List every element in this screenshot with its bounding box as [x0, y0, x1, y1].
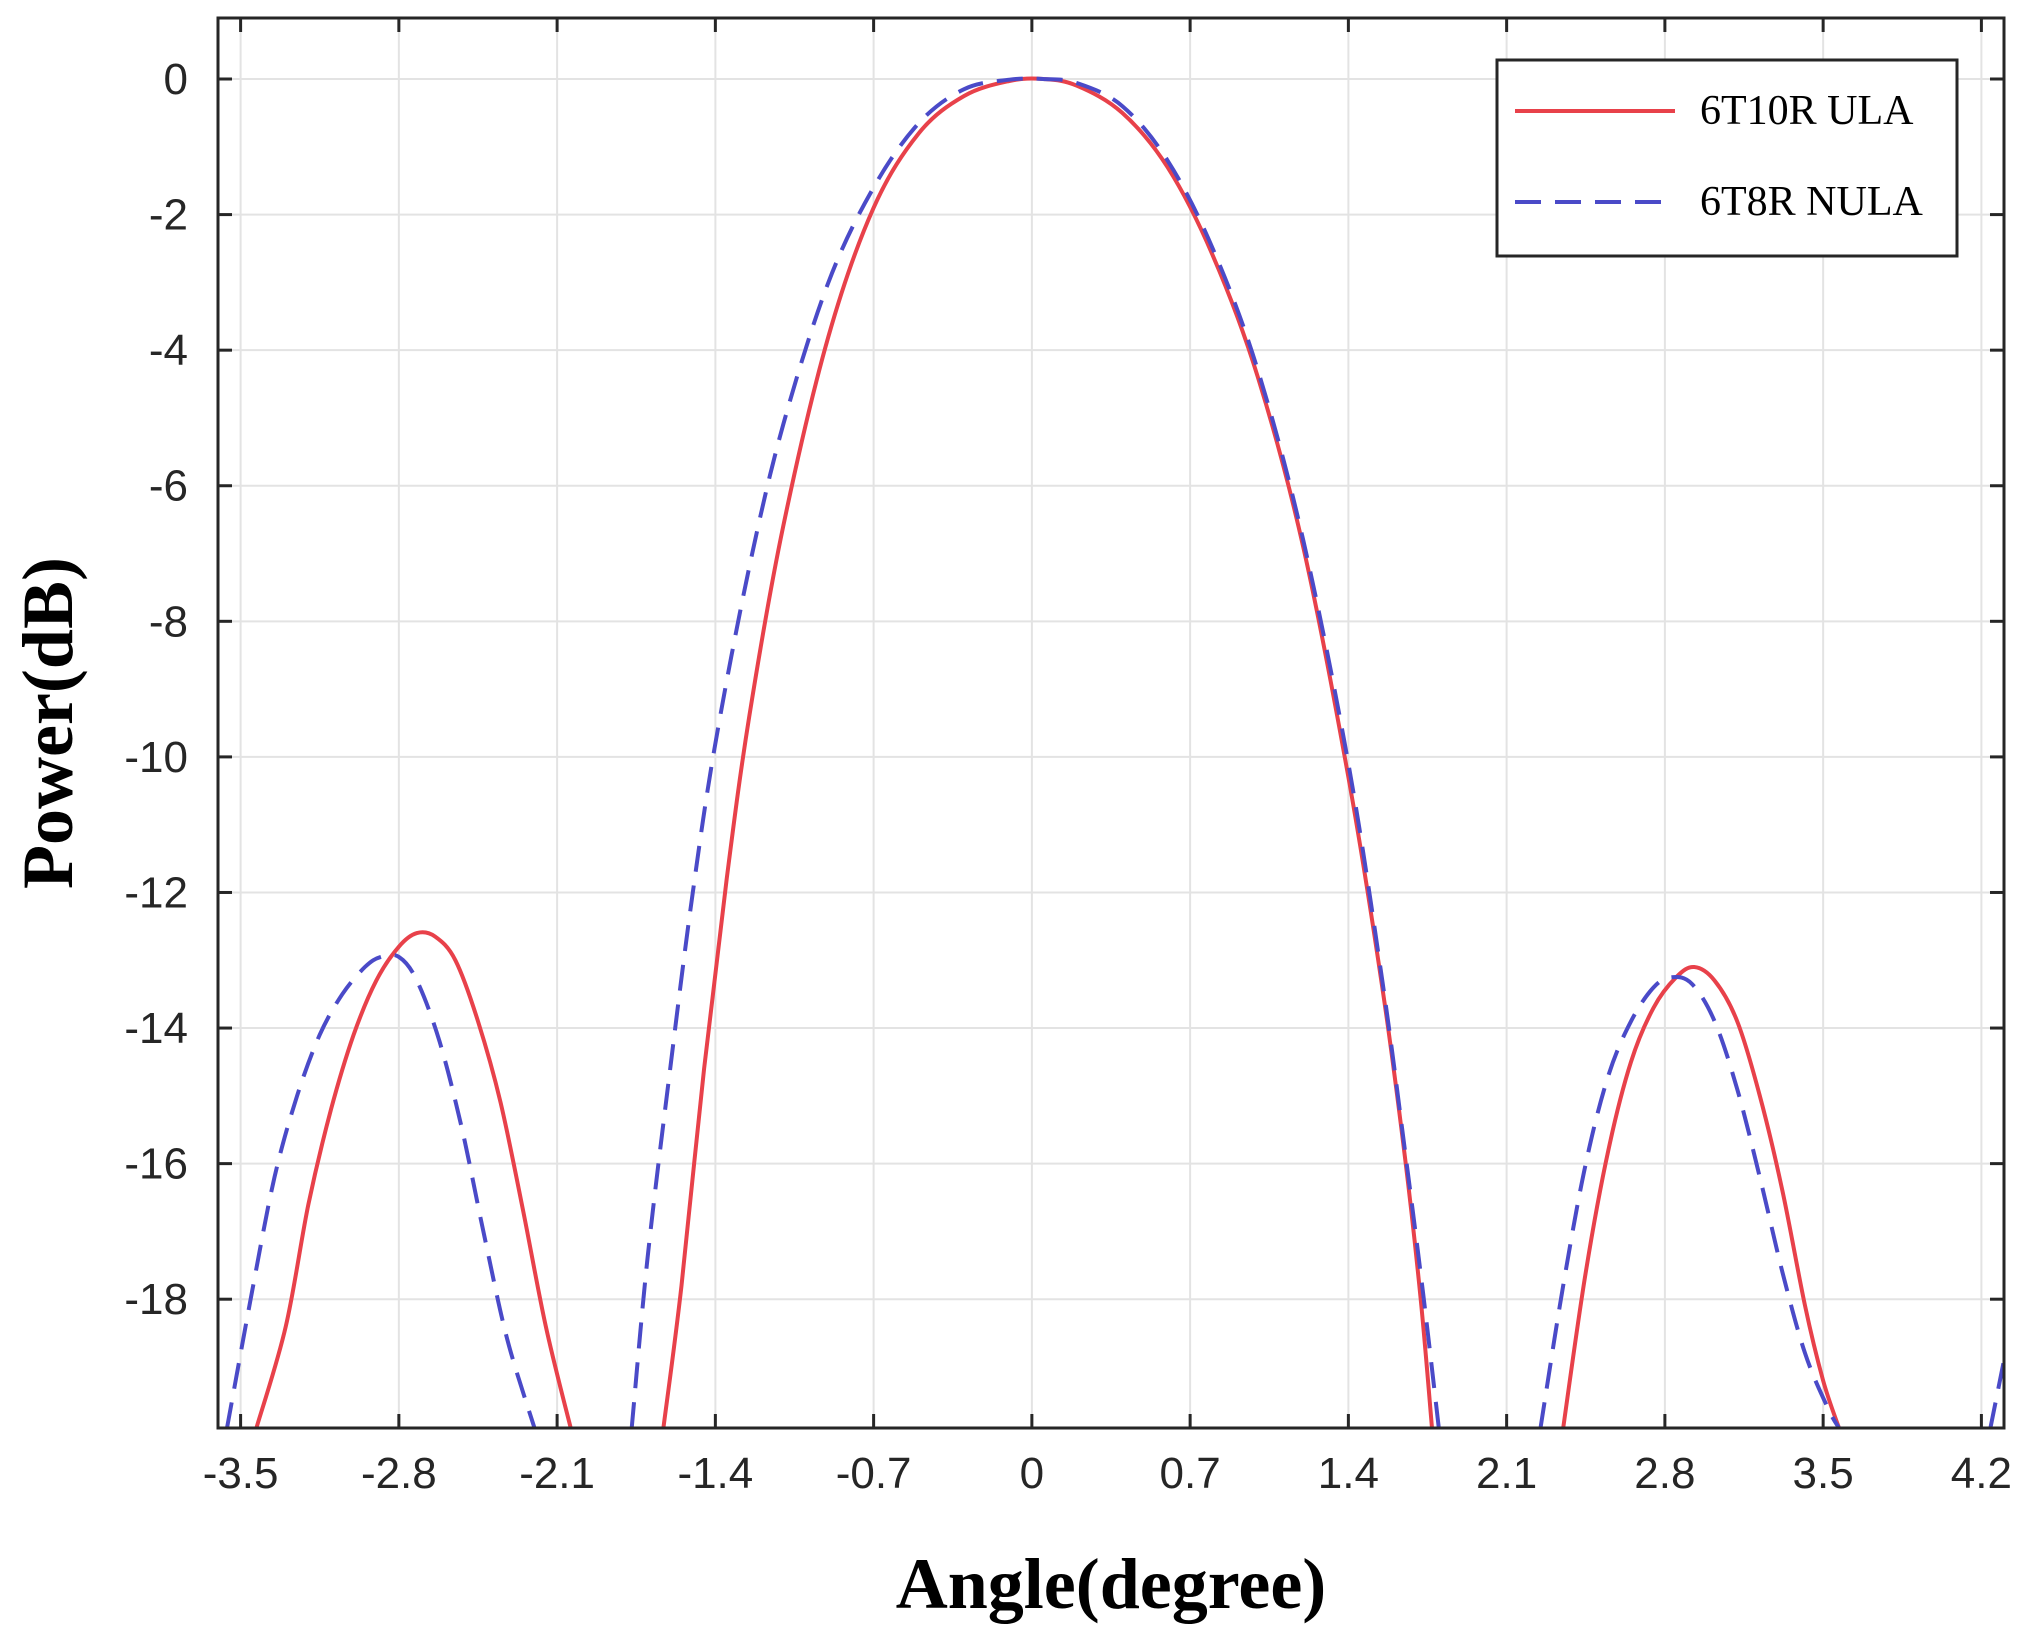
y-tick-label: -18	[124, 1275, 188, 1324]
y-tick-label: -10	[124, 733, 188, 782]
y-tick-label: -12	[124, 868, 188, 917]
grid	[218, 18, 2004, 1428]
plot-frame	[216, 16, 2006, 1430]
series-layer	[225, 76, 2004, 1428]
series-line-6t8r-nula	[629, 76, 1441, 1428]
y-axis-label: Power(dB)	[8, 557, 88, 889]
series-line-6t8r-nula	[225, 952, 537, 1428]
x-axis-label: Angle(degree)	[896, 1544, 1327, 1624]
y-tick-label: -4	[149, 326, 188, 375]
x-tick-label: 3.5	[1793, 1449, 1854, 1498]
x-tick-label: -2.8	[361, 1449, 437, 1498]
x-tick-label: 1.4	[1318, 1449, 1379, 1498]
y-tick-label: -2	[149, 191, 188, 240]
y-tick-label: -6	[149, 462, 188, 511]
x-tick-label: 4.2	[1951, 1449, 2012, 1498]
ticks: -3.5 -2.8 -2.1 -1.4 -0.7 0 0.7 1.4 2.1 2.8 3.5 4.2 0…	[124, 18, 2012, 1498]
y-tick-label: 0	[164, 55, 188, 104]
x-tick-label: -1.4	[677, 1449, 753, 1498]
series-line-6t10r-ula	[1561, 964, 1841, 1428]
y-tick-label: -8	[149, 597, 188, 646]
series-line-6t8r-nula	[1538, 974, 1841, 1428]
x-tick-label: -0.7	[836, 1449, 912, 1498]
legend: 6T10R ULA 6T8R NULA	[1495, 58, 1959, 258]
x-tick-label: 0.7	[1160, 1449, 1221, 1498]
x-tick-label: 2.8	[1634, 1449, 1695, 1498]
x-tick-label: -2.1	[519, 1449, 595, 1498]
legend-box	[1495, 58, 1959, 258]
legend-label-6t10r-ula: 6T10R ULA	[1700, 88, 1914, 134]
x-tick-label: 2.1	[1476, 1449, 1537, 1498]
x-tick-label: 0	[1020, 1449, 1044, 1498]
series-line-6t10r-ula	[254, 930, 573, 1428]
x-tick-label: -3.5	[203, 1449, 279, 1498]
legend-label-6t8r-nula: 6T8R NULA	[1700, 179, 1923, 225]
y-tick-label: -14	[124, 1004, 188, 1053]
y-tick-label: -16	[124, 1140, 188, 1189]
